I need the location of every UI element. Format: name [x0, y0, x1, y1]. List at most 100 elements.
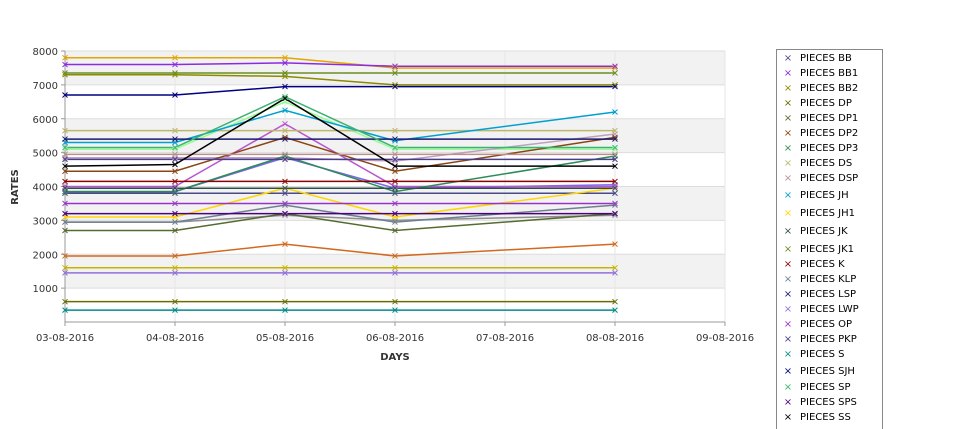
- data-point-pieces-pkp: [62, 156, 68, 163]
- data-point-pieces-dsp: [62, 151, 68, 158]
- data-point-pieces-dp1: [172, 227, 178, 234]
- data-point-pieces-ds: [282, 127, 288, 134]
- data-point-pieces-jk1: [62, 70, 68, 76]
- legend: × PIECES BB × PIECES BB1 × PIECES BB2 × PIECES …: [776, 49, 883, 429]
- data-point-pieces-bb1: [282, 60, 288, 66]
- x-tick-label: 03-08-2016: [36, 333, 94, 344]
- legend-label: PIECES SS: [800, 412, 851, 423]
- legend-item: × PIECES SJH: [781, 366, 855, 380]
- legend-marker-icon: ×: [783, 173, 793, 184]
- data-point-pieces-bb1: [172, 61, 178, 68]
- legend-marker-icon: ×: [783, 349, 793, 360]
- data-point-pieces-dp1: [392, 227, 398, 234]
- data-point-pieces-bb: [612, 190, 618, 197]
- data-point-extra-7: [612, 212, 618, 219]
- y-tick-label: 6000: [33, 115, 58, 126]
- data-point-pieces-ss: [282, 95, 288, 102]
- data-point-extra-4: [282, 120, 288, 127]
- data-point-pieces-dp2: [612, 134, 618, 141]
- data-point-pieces-jk: [62, 185, 68, 192]
- y-tick-label: 8000: [33, 47, 58, 58]
- legend-label: PIECES LSP: [800, 289, 857, 300]
- legend-label: PIECES DP3: [800, 143, 859, 154]
- data-point-pieces-ds: [172, 127, 178, 134]
- data-point-pieces-sp: [282, 93, 288, 100]
- y-tick-label: 2000: [33, 250, 58, 261]
- data-point-pieces-jk: [172, 185, 178, 192]
- data-point-pieces-sps: [172, 210, 178, 217]
- data-point-pieces-sjh: [392, 83, 398, 90]
- data-point-pieces-lsp: [62, 136, 68, 142]
- data-point-pieces-bb2: [392, 82, 398, 88]
- legend-label: PIECES JK: [800, 226, 848, 237]
- legend-label: PIECES JH: [800, 190, 849, 201]
- data-point-pieces-dp2: [172, 168, 178, 175]
- series-line-pieces-sjh: [65, 85, 615, 96]
- data-point-extra-5: [392, 146, 398, 153]
- data-point-extra-4: [392, 183, 398, 190]
- data-point-extra-2: [282, 264, 288, 271]
- data-point-extra-0: [62, 54, 68, 61]
- data-point-pieces-ss: [392, 163, 398, 170]
- data-point-pieces-ds: [612, 127, 618, 134]
- data-point-extra-1: [282, 241, 288, 247]
- data-point-pieces-lwp: [612, 270, 618, 276]
- data-point-pieces-op: [612, 200, 618, 207]
- data-point-pieces-sjh: [282, 83, 288, 90]
- data-point-pieces-sjh: [62, 92, 68, 98]
- data-point-pieces-sjh: [172, 92, 178, 98]
- x-tick-labels: 03-08-2016 04-08-2016 05-08-2016 06-08-2016…: [36, 333, 754, 344]
- y-tick-label: 3000: [33, 216, 58, 227]
- legend-marker-icon: ×: [783, 244, 793, 255]
- data-point-extra-0: [392, 65, 398, 71]
- x-tick-label: 05-08-2016: [256, 333, 314, 344]
- legend-marker-icon: ×: [783, 143, 793, 154]
- series-lines: [64, 57, 616, 311]
- data-point-pieces-sp: [62, 144, 68, 151]
- legend-label: PIECES SPS: [800, 397, 857, 408]
- data-point-pieces-klp: [392, 219, 398, 225]
- legend-label: PIECES OP: [800, 319, 853, 330]
- data-point-pieces-dp: [282, 298, 288, 305]
- data-point-pieces-klp: [62, 219, 68, 225]
- data-point-pieces-ss: [612, 163, 618, 170]
- legend-marker-icon: ×: [783, 397, 793, 408]
- y-tick-label: 4000: [33, 183, 58, 194]
- data-point-pieces-klp: [172, 219, 178, 225]
- legend-label: PIECES KLP: [800, 274, 857, 285]
- data-point-pieces-jk: [612, 185, 618, 192]
- legend-label: PIECES SJH: [800, 366, 855, 377]
- data-point-extra-1: [172, 253, 178, 259]
- data-point-extra-0: [282, 54, 288, 61]
- legend-marker-icon: ×: [783, 53, 793, 64]
- data-point-pieces-op: [282, 200, 288, 207]
- legend-label: PIECES DP1: [800, 113, 859, 124]
- legend-item: × PIECES PKP: [781, 334, 857, 348]
- data-point-pieces-jh: [612, 109, 618, 115]
- data-point-pieces-lwp: [392, 270, 398, 276]
- data-point-pieces-dsp: [172, 151, 178, 158]
- data-point-pieces-bb: [62, 190, 68, 197]
- data-point-pieces-pkp: [282, 156, 288, 163]
- data-point-pieces-sjh: [612, 83, 618, 90]
- legend-marker-icon: ×: [783, 319, 793, 330]
- data-point-extra-4: [172, 183, 178, 190]
- legend-marker-icon: ×: [783, 366, 793, 377]
- data-point-pieces-ss: [62, 163, 68, 170]
- legend-marker-icon: ×: [783, 226, 793, 237]
- data-point-pieces-op: [172, 200, 178, 207]
- y-tick-labels: 1000 2000 3000 4000 5000 6000 7000 8000: [33, 47, 58, 295]
- data-point-pieces-ss: [172, 161, 178, 168]
- data-point-pieces-bb: [392, 190, 398, 197]
- data-point-pieces-jh: [282, 107, 288, 114]
- data-point-pieces-k: [172, 178, 178, 185]
- legend-label: PIECES DP2: [800, 128, 859, 139]
- legend-marker-icon: ×: [783, 68, 793, 79]
- x-tick-label: 08-08-2016: [586, 333, 644, 344]
- legend-label: PIECES DSP: [800, 173, 859, 184]
- data-point-extra-5: [612, 146, 618, 153]
- y-tick-label: 1000: [33, 284, 58, 295]
- data-point-pieces-k: [612, 178, 618, 185]
- legend-label: PIECES PKP: [800, 334, 857, 345]
